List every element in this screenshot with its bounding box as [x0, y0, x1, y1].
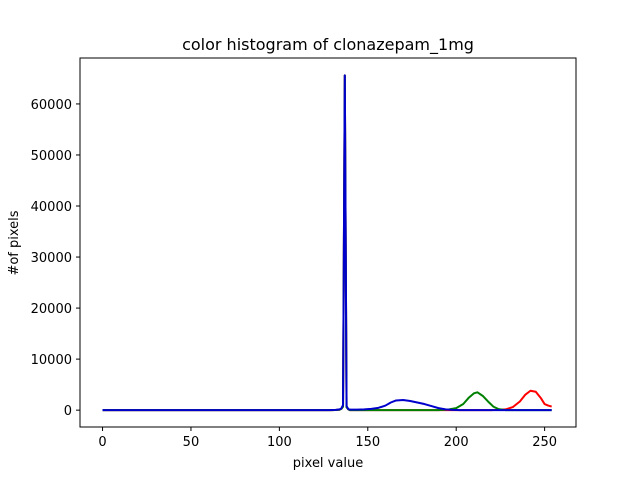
y-tick-label: 60000	[31, 98, 72, 113]
series-line-3	[102, 74, 552, 412]
series-layer	[102, 74, 552, 412]
axes-layer: 0 50 100 150 200 250 0 10000 20000 30000 40000 5000…	[31, 57, 577, 450]
y-tick-label: 20000	[31, 302, 72, 317]
y-tick-label: 0	[64, 404, 72, 419]
plot-frame	[79, 57, 577, 428]
x-tick-label: 250	[532, 435, 557, 450]
y-axis-label: #of pixels	[7, 210, 22, 275]
y-tick-label: 30000	[31, 251, 72, 266]
x-axis-label: pixel value	[293, 456, 363, 471]
y-tick-label: 10000	[31, 353, 72, 368]
x-tick-label: 50	[183, 435, 200, 450]
y-tick-label: 40000	[31, 200, 72, 215]
x-tick-label: 200	[444, 435, 469, 450]
x-tick-label: 150	[355, 435, 380, 450]
x-tick-label: 0	[98, 435, 106, 450]
x-tick-label: 100	[267, 435, 292, 450]
y-tick-label: 50000	[31, 149, 72, 164]
chart-title: color histogram of clonazepam_1mg	[182, 35, 474, 55]
